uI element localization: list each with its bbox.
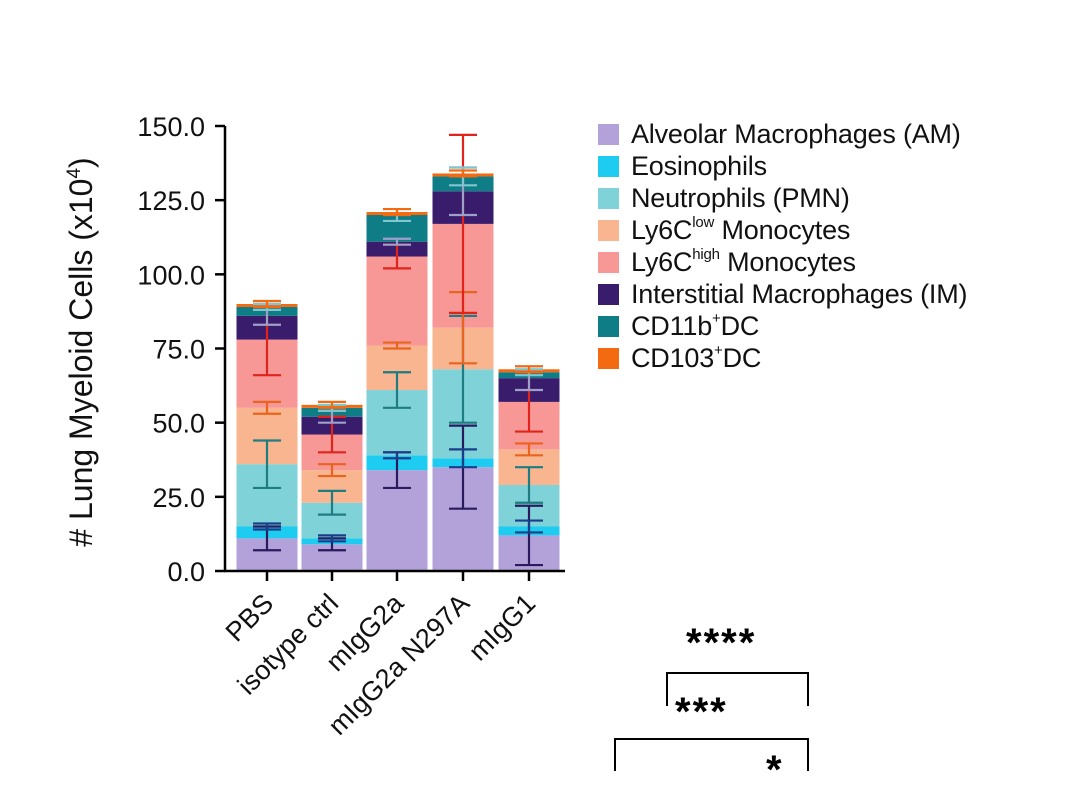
legend-label: Alveolar Macrophages (AM) [631, 118, 961, 149]
y-tick-label: 100.0 [137, 260, 205, 290]
legend-swatch [598, 219, 619, 241]
x-tick-label: mIgG1 [463, 588, 542, 667]
x-tick-label: PBS [220, 588, 279, 647]
legend-item: CD11b+DC [598, 310, 967, 342]
y-tick-label: 125.0 [137, 186, 205, 216]
significance-label-2: *** [675, 690, 728, 734]
legend-item: Eosinophils [598, 150, 967, 182]
legend-swatch [598, 251, 619, 273]
legend-swatch [598, 283, 619, 305]
y-tick-label: 50.0 [152, 409, 205, 439]
legend-swatch [598, 315, 619, 337]
legend-swatch [598, 187, 619, 209]
y-tick-label: 0.0 [167, 557, 205, 587]
y-tick-label: 25.0 [152, 483, 205, 513]
legend-swatch [598, 123, 619, 145]
y-tick-label: 75.0 [152, 335, 205, 365]
legend-item: Alveolar Macrophages (AM) [598, 118, 967, 150]
chart-figure: 0.0 25.0 50.0 75.0 100.0 125.0 150.0 PBS isotype… [63, 112, 968, 792]
legend-item: Ly6Clow Monocytes [598, 214, 967, 246]
legend-label: CD11b+DC [631, 309, 760, 341]
y-tick-label: 150.0 [137, 112, 205, 142]
legend-item: Interstitial Macrophages (IM) [598, 278, 968, 310]
legend-swatch [598, 347, 619, 369]
stacked-bar-chart: 0.025.050.075.0100.0125.0150.0PBSisotype… [63, 112, 565, 741]
legend-swatch [598, 155, 619, 177]
legend-label: Eosinophils [631, 150, 767, 181]
bar-segment [366, 256, 428, 346]
errorbars-layer [253, 133, 543, 567]
legend-label: CD103+DC [631, 341, 762, 373]
legend-label: Ly6Chigh Monocytes [631, 245, 856, 277]
legend-item: CD103+DC [598, 342, 967, 374]
legend-label: Ly6Clow Monocytes [631, 213, 851, 245]
legend-label: Interstitial Macrophages (IM) [631, 278, 968, 309]
y-axis-label: # Lung Myeloid Cells (x104) [63, 157, 99, 546]
legend-item: Ly6Chigh Monocytes [598, 246, 967, 278]
significance-label-1: **** [686, 621, 757, 665]
chart-legend: Alveolar Macrophages (AM) Eosinophils Neut… [598, 118, 968, 374]
legend-label: Neutrophils (PMN) [631, 182, 850, 213]
legend-item: Neutrophils (PMN) [598, 182, 967, 214]
